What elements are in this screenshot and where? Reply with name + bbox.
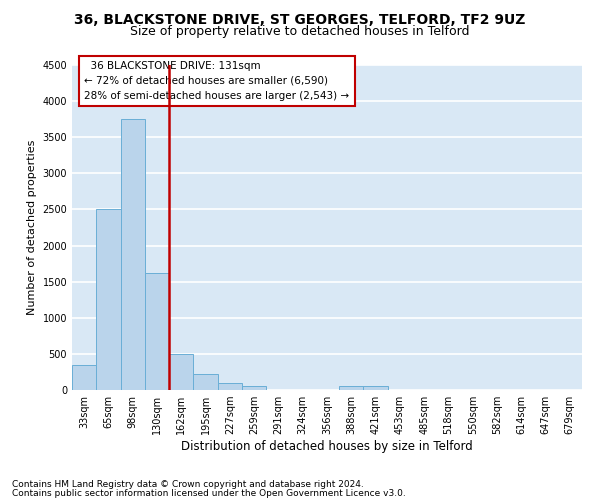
- Bar: [145, 272, 169, 390]
- Text: Contains HM Land Registry data © Crown copyright and database right 2024.: Contains HM Land Registry data © Crown c…: [12, 480, 364, 489]
- Y-axis label: Number of detached properties: Number of detached properties: [27, 140, 37, 315]
- Bar: [169, 354, 193, 390]
- Bar: [72, 364, 96, 390]
- X-axis label: Distribution of detached houses by size in Telford: Distribution of detached houses by size …: [181, 440, 473, 453]
- Text: 36 BLACKSTONE DRIVE: 131sqm
← 72% of detached houses are smaller (6,590)
28% of : 36 BLACKSTONE DRIVE: 131sqm ← 72% of det…: [85, 61, 350, 100]
- Bar: [218, 383, 242, 390]
- Text: Size of property relative to detached houses in Telford: Size of property relative to detached ho…: [130, 25, 470, 38]
- Text: Contains public sector information licensed under the Open Government Licence v3: Contains public sector information licen…: [12, 488, 406, 498]
- Text: 36, BLACKSTONE DRIVE, ST GEORGES, TELFORD, TF2 9UZ: 36, BLACKSTONE DRIVE, ST GEORGES, TELFOR…: [74, 12, 526, 26]
- Bar: [193, 374, 218, 390]
- Bar: [339, 386, 364, 390]
- Bar: [96, 210, 121, 390]
- Bar: [242, 386, 266, 390]
- Bar: [121, 119, 145, 390]
- Bar: [364, 386, 388, 390]
